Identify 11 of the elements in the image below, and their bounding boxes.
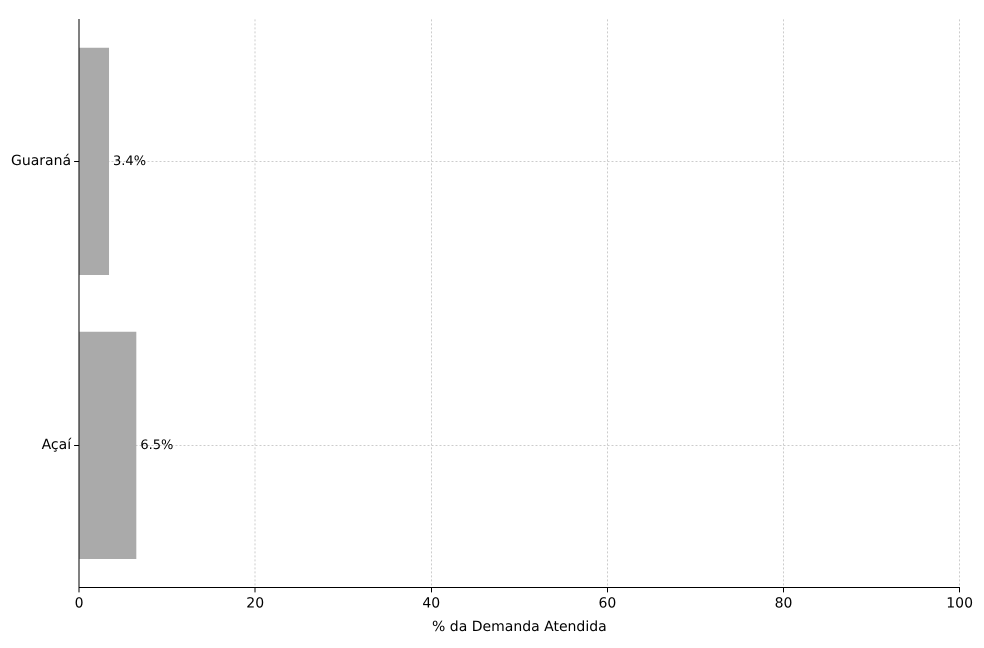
y-tick-label: Guaraná [10, 153, 72, 170]
x-tick-label: 40 [422, 595, 440, 612]
x-tick-label: 80 [774, 595, 792, 612]
data-label: 6.5% [140, 438, 174, 453]
data-label: 3.4% [113, 154, 146, 169]
x-tick-label: 0 [74, 595, 84, 612]
x-tick-label: 20 [246, 595, 264, 612]
x-tick-label: 60 [598, 595, 616, 612]
x-tick-label: 100 [946, 595, 974, 612]
y-tick-label: Açaí [42, 437, 72, 454]
x-axis-title: % da Demanda Atendida [432, 619, 607, 636]
